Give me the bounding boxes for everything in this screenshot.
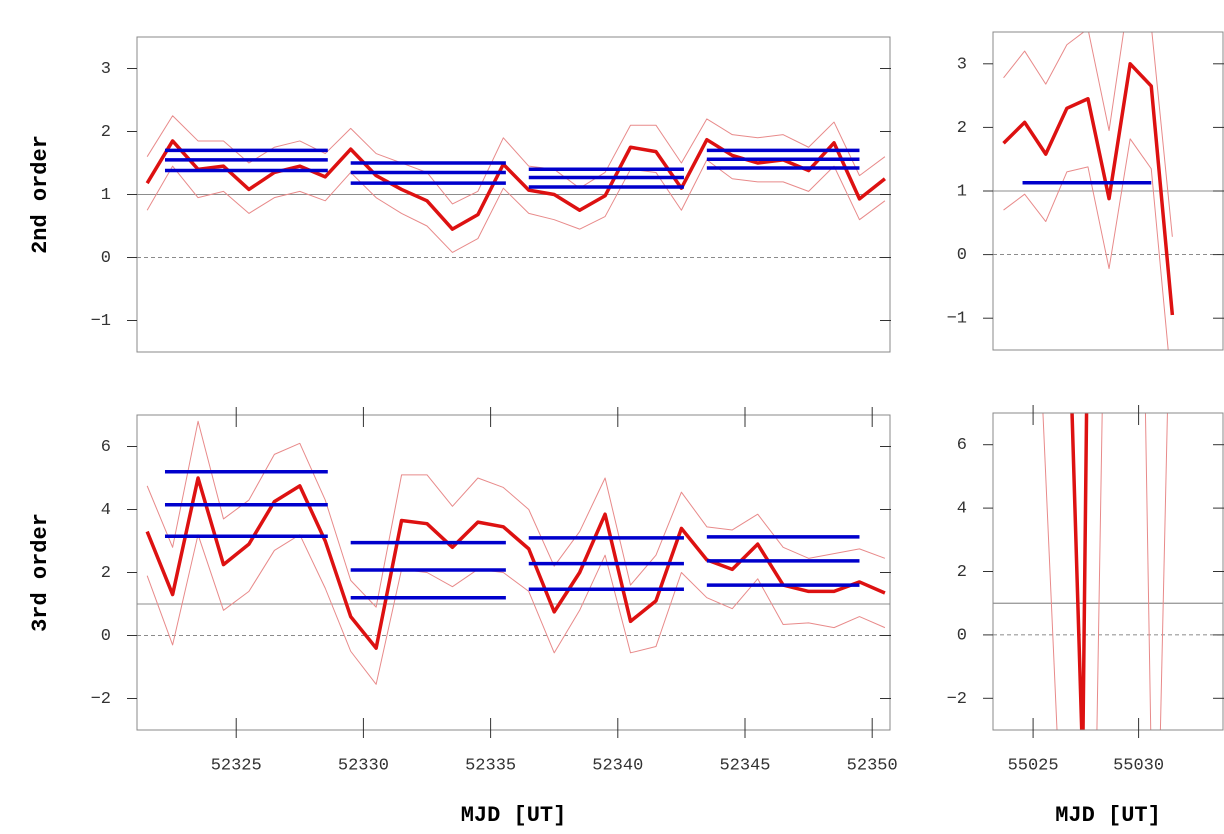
y-tick-label: 2 xyxy=(957,563,967,582)
y-tick-label: 0 xyxy=(957,626,967,645)
y-tick-label: 0 xyxy=(101,249,111,268)
series-line xyxy=(145,137,886,231)
y-tick-label: 2 xyxy=(101,123,111,142)
y-tick-label: −1 xyxy=(947,310,967,329)
series-line xyxy=(145,476,886,650)
x-tick-label: 52335 xyxy=(465,756,516,775)
y-tick-label: −1 xyxy=(91,312,111,331)
y-tick-label: 2 xyxy=(101,564,111,583)
y-tick-label: 1 xyxy=(957,182,967,201)
y-tick-label: 6 xyxy=(101,438,111,457)
plot-area xyxy=(137,115,890,258)
y-tick-label: 2 xyxy=(957,119,967,138)
x-tick-label: 55030 xyxy=(1113,756,1164,775)
y-tick-label: 0 xyxy=(957,246,967,265)
y-tick-label: −2 xyxy=(91,690,111,709)
y-tick-label: 3 xyxy=(957,55,967,74)
series-line xyxy=(1002,62,1175,316)
y-axis-label: 2nd order xyxy=(28,135,53,254)
y-tick-label: 3 xyxy=(101,60,111,79)
series-line xyxy=(1144,413,1168,730)
x-tick-label: 52350 xyxy=(847,756,898,775)
x-tick-label: 52340 xyxy=(592,756,643,775)
series-line xyxy=(146,159,886,253)
plot-area xyxy=(993,413,1223,730)
plot-frame xyxy=(992,412,1224,731)
x-axis-label: MJD [UT] xyxy=(461,803,567,828)
x-axis-label: MJD [UT] xyxy=(1055,803,1161,828)
y-tick-label: 4 xyxy=(101,501,111,520)
series-line xyxy=(1003,138,1169,350)
plot-area xyxy=(137,420,890,685)
x-tick-label: 52345 xyxy=(719,756,770,775)
x-tick-label: 52325 xyxy=(211,756,262,775)
series-line xyxy=(146,420,886,608)
series-line xyxy=(1003,32,1173,237)
y-tick-label: 4 xyxy=(957,500,967,519)
x-tick-label: 52330 xyxy=(338,756,389,775)
x-tick-label: 55025 xyxy=(1008,756,1059,775)
y-tick-label: −2 xyxy=(947,690,967,709)
y-axis-label: 3rd order xyxy=(28,513,53,632)
series-line xyxy=(1042,413,1103,730)
y-tick-label: 6 xyxy=(957,436,967,455)
series-line xyxy=(146,534,886,685)
y-tick-label: 1 xyxy=(101,186,111,205)
y-tick-label: 0 xyxy=(101,627,111,646)
plot-area xyxy=(993,32,1223,350)
series-line xyxy=(1070,413,1089,730)
